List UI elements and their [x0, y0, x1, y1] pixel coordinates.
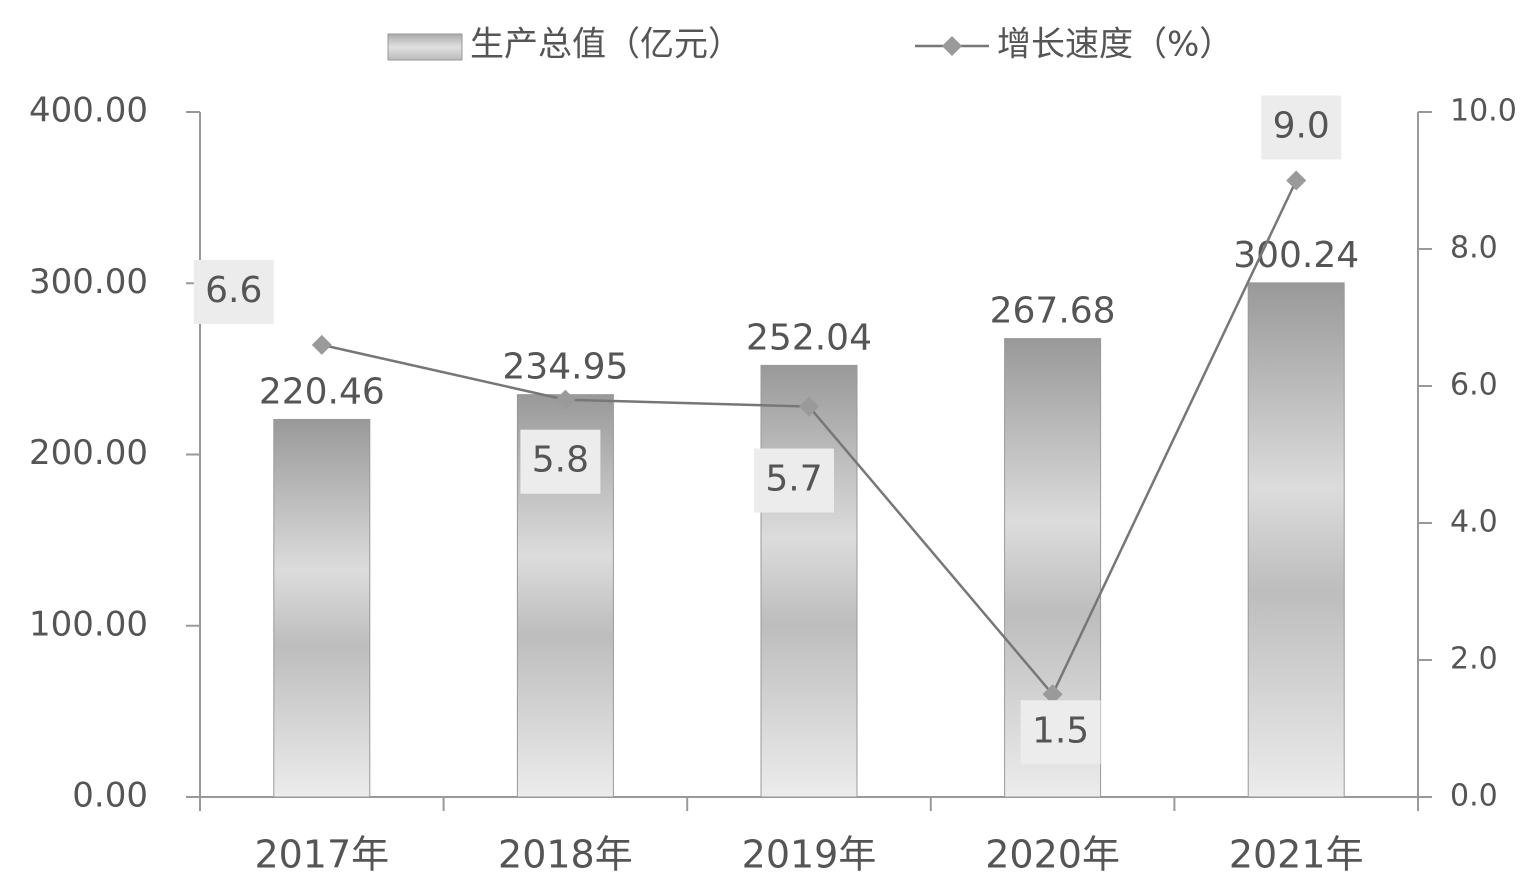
x-tick-label: 2020年: [985, 833, 1120, 877]
line-marker: [555, 389, 576, 410]
legend-swatch: [387, 33, 463, 61]
bar: [273, 418, 371, 798]
line-marker: [1286, 170, 1307, 191]
bar: [1247, 282, 1345, 798]
bar-value-label: 234.95: [502, 347, 628, 388]
bar: [760, 364, 858, 798]
x-tick-label: 2017年: [254, 833, 389, 877]
legend-marker: [942, 36, 962, 56]
bar-value-label: 300.24: [1233, 235, 1359, 276]
y-tick-label: 400.00: [29, 91, 148, 131]
bar-value-label: 252.04: [746, 317, 872, 358]
line-value-label: 6.6: [205, 270, 262, 311]
bar-value-label: 267.68: [990, 291, 1116, 332]
x-tick-label: 2019年: [742, 833, 877, 877]
legend-label: 生产总值（亿元）: [470, 25, 742, 65]
legend: 生产总值（亿元） 增长速度（%）: [387, 25, 1233, 65]
line-label-box: [1261, 95, 1342, 160]
y-tick-label: 300.00: [29, 262, 148, 302]
line-value-label: 9.0: [1273, 106, 1330, 147]
y2-tick-label: 2.0: [1450, 642, 1498, 677]
line-value-label: 1.5: [1032, 710, 1089, 751]
line-value-label: 5.7: [765, 459, 822, 500]
legend-label: 增长速度（%）: [997, 25, 1233, 65]
y-tick-label: 100.00: [29, 604, 148, 644]
y2-tick-label: 10.0: [1450, 94, 1517, 129]
y-tick-label: 200.00: [29, 433, 148, 473]
line-marker: [311, 334, 332, 355]
line-label-box: [193, 259, 274, 324]
y2-tick-label: 4.0: [1450, 505, 1498, 540]
line-value-label: 5.8: [532, 440, 589, 481]
x-tick-label: 2021年: [1229, 833, 1364, 877]
line-marker: [1042, 684, 1063, 705]
line-label-box: [754, 448, 834, 513]
bar-value-label: 220.46: [259, 371, 385, 412]
y-tick-label: 0.00: [72, 776, 148, 816]
y2-tick-label: 6.0: [1450, 368, 1498, 403]
line-label-box: [1020, 700, 1101, 765]
x-tick-label: 2018年: [498, 833, 633, 877]
y2-tick-label: 0.0: [1450, 779, 1498, 814]
y2-tick-label: 8.0: [1450, 231, 1498, 266]
line-label-box: [520, 429, 601, 494]
line-marker: [799, 396, 819, 417]
